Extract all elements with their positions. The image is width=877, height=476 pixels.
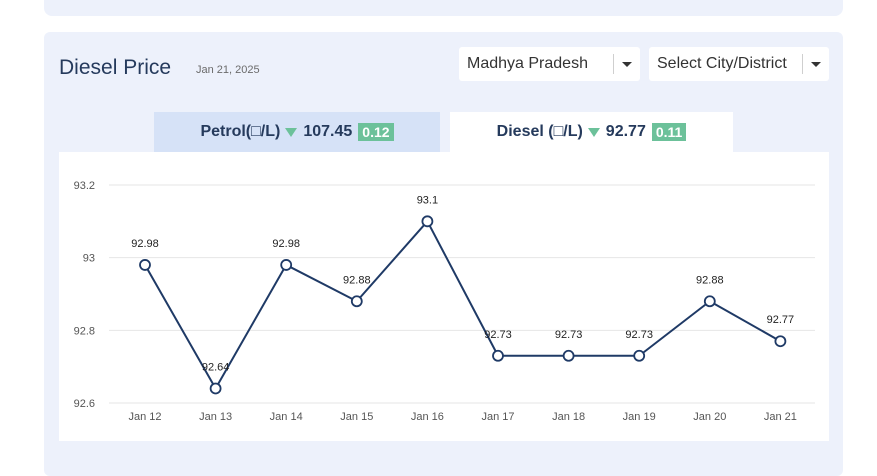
- city-select[interactable]: Select City/District: [649, 47, 829, 81]
- x-tick-label: Jan 19: [623, 411, 656, 423]
- y-tick-label: 93: [83, 253, 95, 265]
- x-tick-label: Jan 16: [411, 411, 444, 423]
- tab-petrol-label: Petrol(□/L): [200, 123, 281, 140]
- price-line-chart: 92.6 92.8 93 93.2 Jan 12 Jan 13 Jan 14 Jan 15 Ja…: [74, 180, 815, 423]
- data-point: [703, 295, 716, 308]
- tab-diesel[interactable]: Diesel (□/L) 92.77 0.11: [450, 112, 733, 152]
- x-tick-label: Jan 14: [270, 411, 303, 423]
- data-label: 92.73: [625, 329, 653, 341]
- tab-petrol[interactable]: Petrol(□/L) 107.45 0.12: [154, 112, 440, 152]
- state-select[interactable]: Madhya Pradesh: [459, 47, 640, 81]
- y-tick-label: 92.8: [74, 325, 95, 337]
- data-label: 92.98: [272, 238, 300, 250]
- price-down-icon: [587, 127, 600, 137]
- data-label: 92.88: [343, 274, 371, 286]
- x-tick-label: Jan 13: [199, 411, 232, 423]
- city-select-value: Select City/District: [657, 55, 787, 72]
- select-divider: [802, 54, 803, 74]
- data-label: 92.73: [484, 329, 512, 341]
- data-point: [139, 259, 151, 271]
- data-point: [280, 259, 293, 271]
- chevron-down-icon[interactable]: [614, 61, 640, 67]
- data-label: 92.98: [131, 238, 159, 250]
- data-label: 92.77: [767, 314, 795, 326]
- data-point: [774, 335, 787, 348]
- tab-diesel-price: 92.77: [605, 123, 646, 140]
- data-point: [562, 349, 575, 362]
- price-date: Jan 21, 2025: [196, 64, 260, 76]
- state-select-value: Madhya Pradesh: [467, 55, 588, 72]
- data-point: [209, 382, 222, 395]
- x-tick-label: Jan 17: [481, 411, 514, 423]
- tab-diesel-change: 0.11: [651, 123, 687, 141]
- select-divider: [613, 54, 614, 74]
- data-point: [350, 295, 363, 308]
- page-title: Diesel Price: [59, 56, 172, 79]
- x-tick-label: Jan 20: [693, 411, 726, 423]
- data-label: 92.73: [555, 329, 583, 341]
- data-point: [421, 215, 434, 228]
- tab-diesel-label: Diesel (□/L): [496, 123, 583, 140]
- chevron-down-icon[interactable]: [803, 61, 829, 67]
- data-label: 92.64: [202, 361, 230, 373]
- x-tick-label: Jan 21: [764, 411, 797, 423]
- y-tick-label: 93.2: [74, 180, 95, 192]
- tab-petrol-change: 0.12: [358, 123, 394, 141]
- previous-section-card: [44, 0, 843, 16]
- series-line: [144, 220, 781, 390]
- price-down-icon: [285, 127, 298, 137]
- x-tick-label: Jan 12: [128, 411, 161, 423]
- chart-area: 92.6 92.8 93 93.2 Jan 12 Jan 13 Jan 14 Jan 15 Ja…: [59, 152, 829, 441]
- tab-petrol-price: 107.45: [303, 123, 353, 140]
- data-point: [492, 349, 504, 362]
- y-tick-label: 92.6: [74, 398, 95, 410]
- data-label: 92.88: [696, 274, 724, 286]
- data-point: [633, 349, 646, 362]
- x-tick-label: Jan 15: [340, 411, 373, 423]
- data-label: 93.1: [417, 194, 438, 206]
- x-tick-label: Jan 18: [552, 411, 585, 423]
